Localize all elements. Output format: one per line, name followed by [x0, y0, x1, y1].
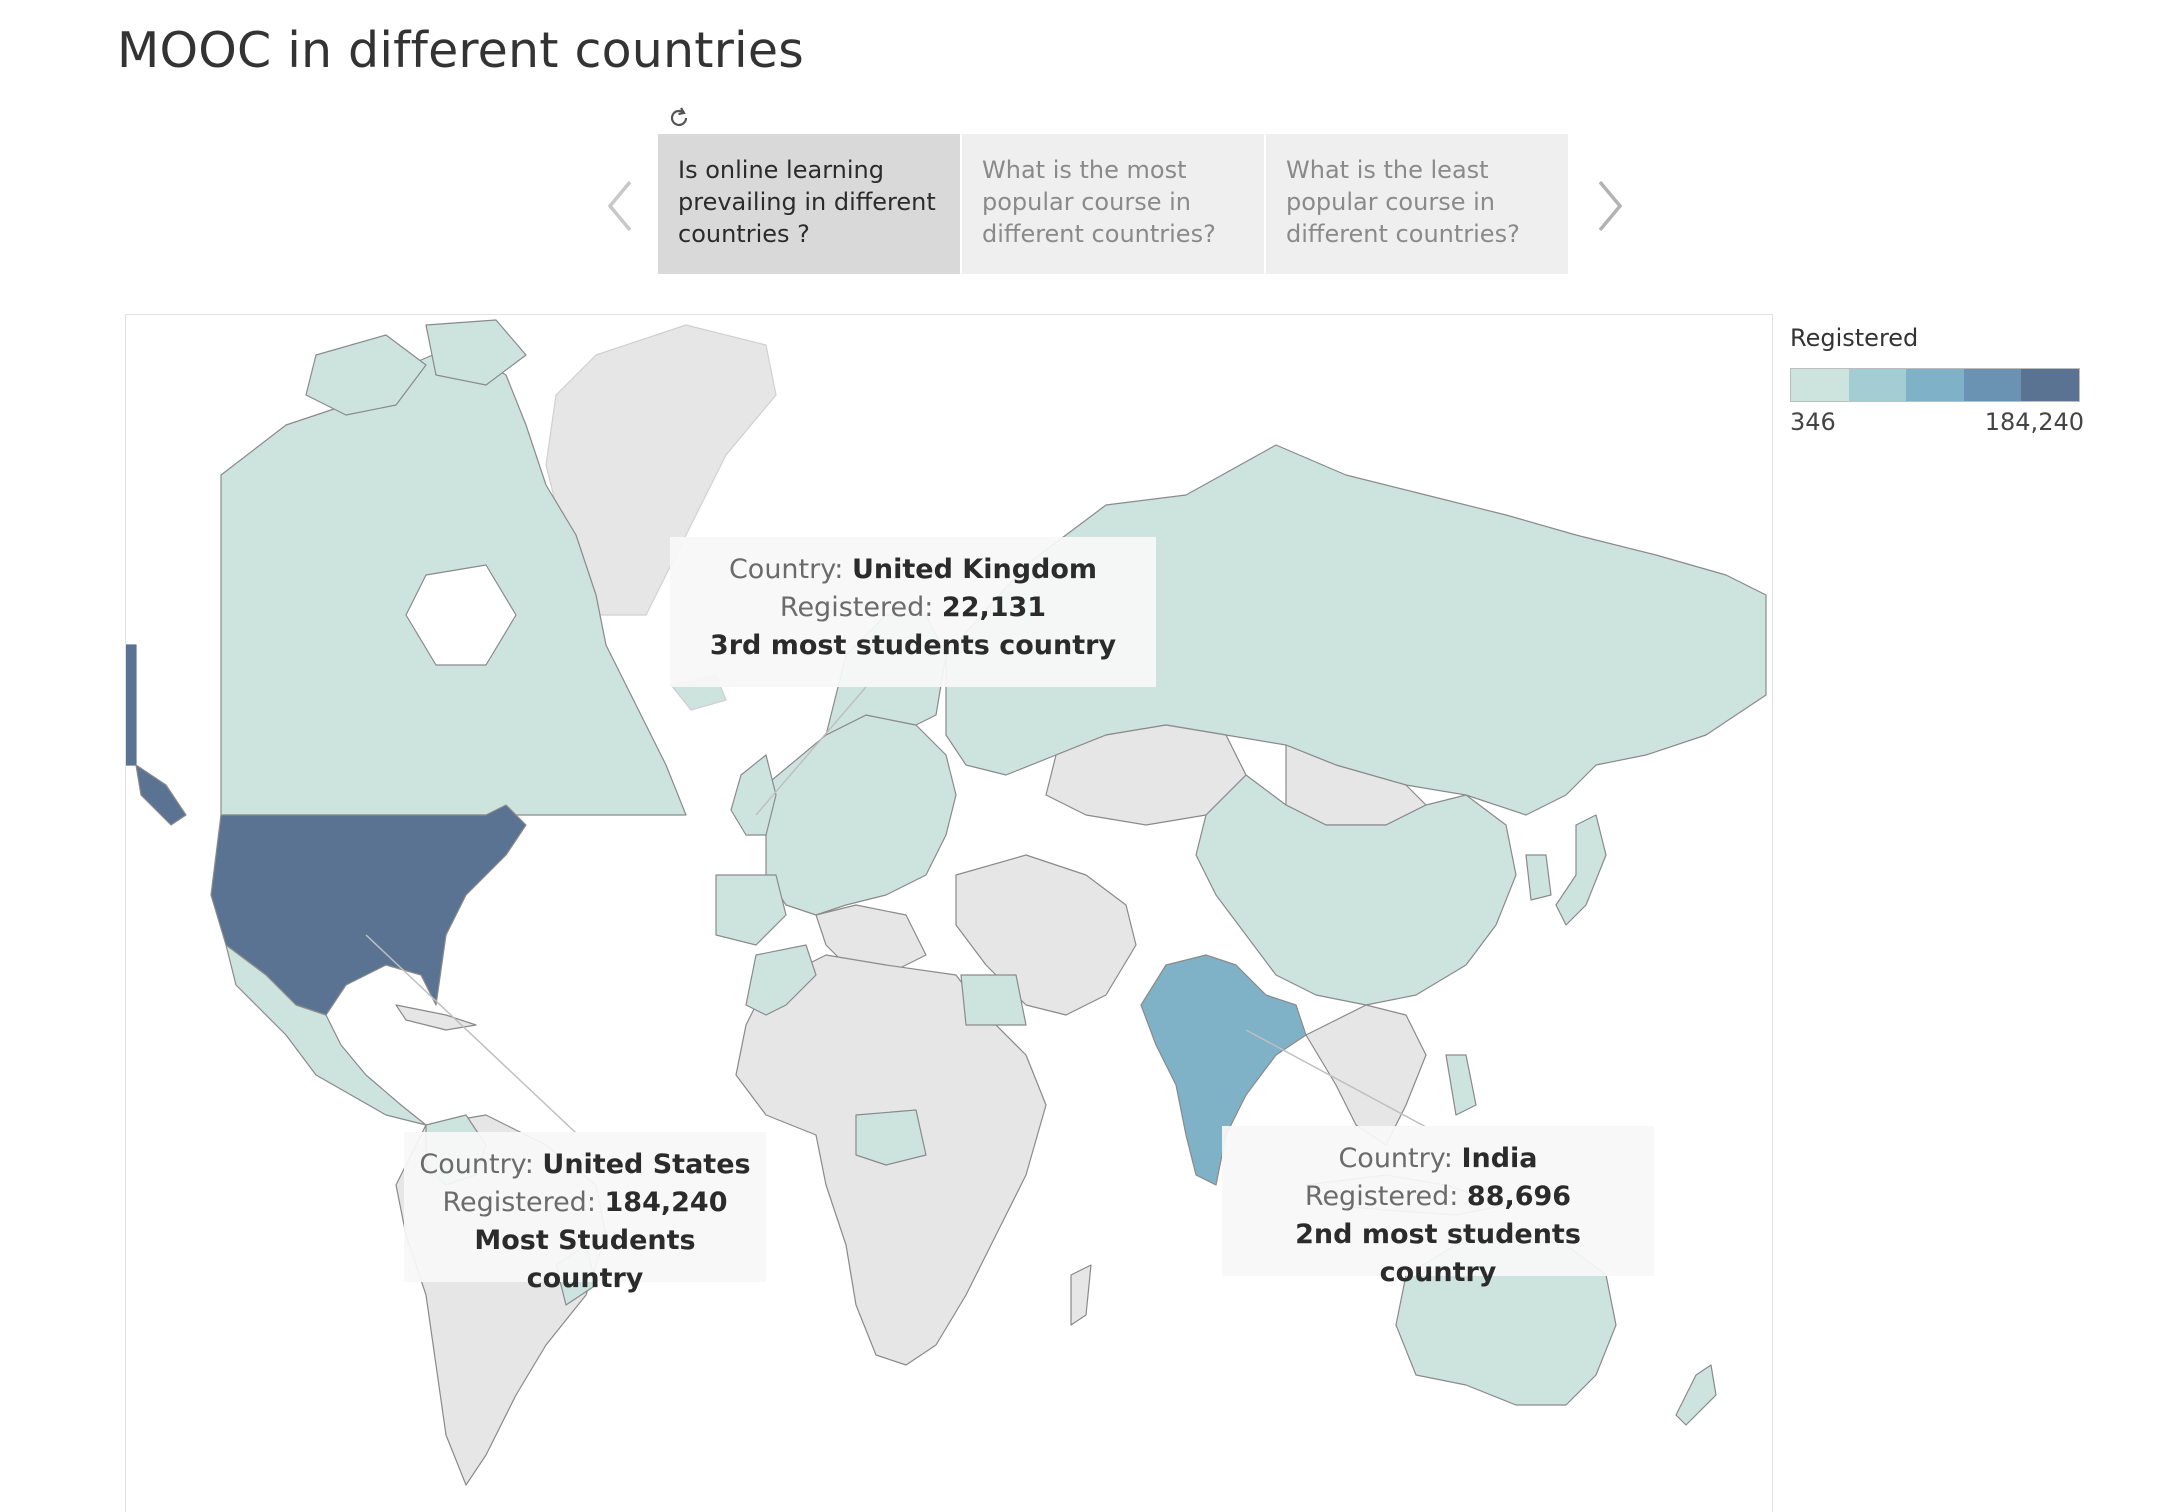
country-cuba: [395, 1004, 477, 1031]
country-new-zealand: [1675, 1364, 1717, 1426]
tooltip-country-label: Country:: [419, 1149, 534, 1180]
country-se-asia: [1305, 1004, 1427, 1146]
country-korea: [1525, 854, 1552, 901]
tooltip-country: India: [1461, 1143, 1538, 1174]
tooltip-united-states: Country: United States Registered: 184,2…: [404, 1132, 766, 1294]
legend-color-ramp: [1790, 368, 2080, 402]
country-iberia: [715, 874, 787, 946]
story-point-3[interactable]: What is the least popular course in diff…: [1266, 134, 1568, 274]
legend-swatch-4: [1963, 369, 2022, 401]
tooltip-registered-label: Registered:: [779, 592, 934, 623]
color-legend: Registered 346 184,240: [1790, 324, 2090, 436]
country-europe-west: [765, 714, 957, 916]
tooltip-country: United States: [542, 1149, 751, 1180]
tooltip-country-label: Country:: [1338, 1143, 1453, 1174]
tooltip-country: United Kingdom: [851, 554, 1098, 585]
tooltip-registered: 22,131: [941, 592, 1047, 623]
water-hudson-bay: [405, 564, 517, 666]
chevron-right-icon[interactable]: [1590, 174, 1630, 238]
story-point-label: What is the least popular course in diff…: [1286, 156, 1520, 248]
country-philippines: [1445, 1054, 1477, 1116]
tooltip-pointer-uk: [755, 686, 867, 816]
country-greenland: [545, 324, 777, 616]
legend-title: Registered: [1790, 324, 1919, 352]
legend-swatch-2: [1848, 369, 1907, 401]
tooltip-registered-label: Registered:: [442, 1187, 596, 1218]
country-us-alaska: [126, 644, 137, 766]
legend-max-label: 184,240: [1984, 408, 2084, 436]
tooltip-india: Country: India Registered: 88,696 2nd mo…: [1222, 1126, 1654, 1288]
world-map[interactable]: [125, 314, 1773, 1512]
country-united-kingdom: [730, 754, 777, 836]
story-point-2[interactable]: What is the most popular course in diffe…: [962, 134, 1264, 274]
legend-swatch-3: [1906, 369, 1964, 401]
country-india: [1140, 954, 1307, 1186]
tooltip-pointer-india: [1245, 1029, 1427, 1128]
legend-swatch-1: [1791, 369, 1849, 401]
country-canada-arctic: [305, 334, 427, 416]
country-morocco: [745, 944, 817, 1016]
tooltip-registered-label: Registered:: [1304, 1181, 1459, 1212]
tooltip-united-kingdom: Country: United Kingdom Registered: 22,1…: [670, 537, 1156, 687]
story-point-label: What is the most popular course in diffe…: [982, 156, 1216, 248]
legend-min-label: 346: [1790, 408, 1836, 436]
country-nigeria: [855, 1109, 927, 1166]
revert-icon[interactable]: [665, 104, 693, 132]
story-point-label: Is online learning prevailing in differe…: [678, 156, 936, 248]
country-canada-arctic: [425, 319, 527, 386]
tooltip-pointer-us: [365, 934, 577, 1134]
chevron-left-icon[interactable]: [600, 174, 640, 238]
legend-swatch-5: [2021, 369, 2079, 401]
country-china: [1195, 774, 1517, 1006]
tooltip-note: 2nd most students country: [1295, 1219, 1581, 1288]
coast-us-alaska: [135, 764, 187, 826]
tooltip-note: 3rd most students country: [709, 630, 1117, 661]
page-title: MOOC in different countries: [117, 22, 804, 79]
tooltip-note: Most Students country: [474, 1225, 696, 1294]
tooltip-country-label: Country:: [728, 554, 844, 585]
tooltip-registered: 184,240: [604, 1187, 728, 1218]
country-egypt: [960, 974, 1027, 1026]
story-point-1[interactable]: Is online learning prevailing in differe…: [658, 134, 960, 274]
country-japan: [1555, 814, 1607, 926]
map-canvas[interactable]: [126, 315, 1773, 1512]
story-navigator: Is online learning prevailing in differe…: [600, 134, 1630, 276]
country-madagascar: [1070, 1264, 1092, 1326]
tooltip-registered: 88,696: [1466, 1181, 1572, 1212]
